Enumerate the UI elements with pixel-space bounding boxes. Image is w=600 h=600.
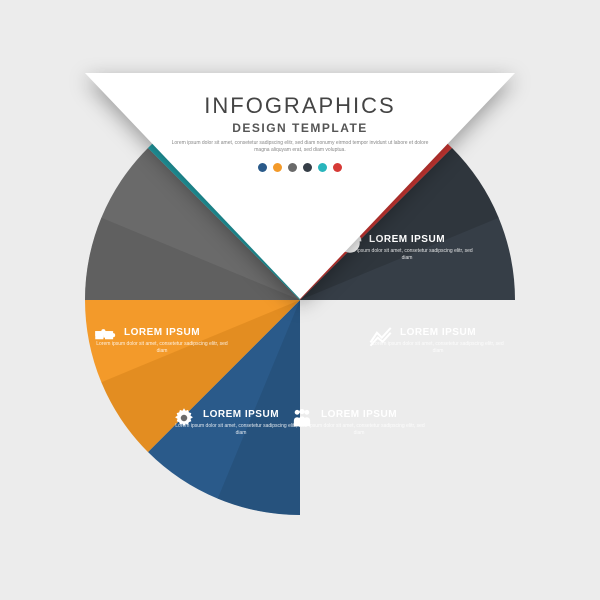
legend-dot bbox=[258, 163, 267, 172]
legend-dot bbox=[273, 163, 282, 172]
header-title: INFOGRAPHICS bbox=[170, 93, 430, 119]
infographic-wheel: LOREM IPSUM Lorem ipsum dolor sit amet, … bbox=[85, 85, 515, 515]
header-block: INFOGRAPHICS DESIGN TEMPLATE Lorem ipsum… bbox=[170, 93, 430, 172]
header-lorem: Lorem ipsum dolor sit amet, consetetur s… bbox=[170, 140, 430, 153]
header-dots bbox=[170, 163, 430, 172]
legend-dot bbox=[318, 163, 327, 172]
legend-dot bbox=[303, 163, 312, 172]
legend-dot bbox=[333, 163, 342, 172]
legend-dot bbox=[288, 163, 297, 172]
header-subtitle: DESIGN TEMPLATE bbox=[170, 121, 430, 135]
